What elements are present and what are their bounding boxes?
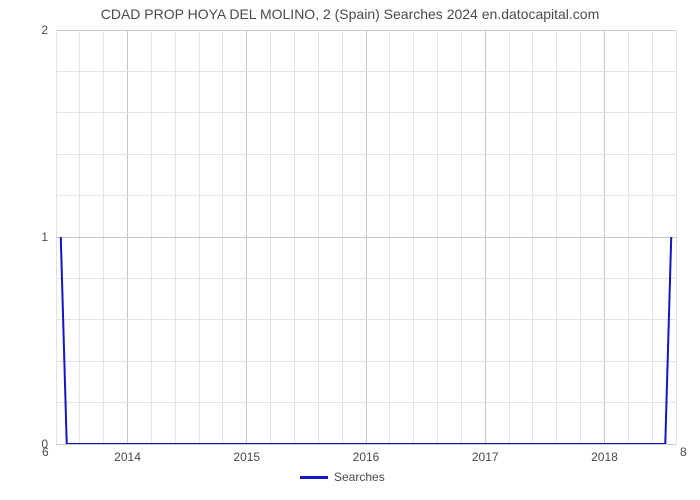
- gridline-horizontal: [56, 278, 676, 279]
- x-tick-label: 2015: [217, 450, 277, 464]
- gridline-horizontal: [56, 361, 676, 362]
- legend-swatch: [300, 476, 328, 479]
- chart-title: CDAD PROP HOYA DEL MOLINO, 2 (Spain) Sea…: [0, 6, 700, 22]
- gridline-horizontal: [56, 195, 676, 196]
- x-tick-label: 2016: [336, 450, 396, 464]
- gridline-horizontal: [56, 154, 676, 155]
- corner-label-bottom-right: 8: [680, 445, 687, 459]
- gridline-horizontal: [56, 319, 676, 320]
- gridline-horizontal: [56, 71, 676, 72]
- legend-label: Searches: [334, 470, 385, 484]
- plot-area: [56, 30, 676, 444]
- x-tick-label: 2014: [98, 450, 158, 464]
- gridline-horizontal: [56, 30, 676, 31]
- y-tick-label: 2: [18, 23, 48, 37]
- x-tick-label: 2017: [455, 450, 515, 464]
- x-tick-label: 2018: [574, 450, 634, 464]
- legend: Searches: [300, 470, 385, 484]
- corner-label-bottom-left: 6: [42, 445, 49, 459]
- gridline-horizontal: [56, 237, 676, 238]
- gridline-horizontal: [56, 402, 676, 403]
- gridline-horizontal: [56, 112, 676, 113]
- y-tick-label: 1: [18, 230, 48, 244]
- gridline-horizontal: [56, 444, 676, 445]
